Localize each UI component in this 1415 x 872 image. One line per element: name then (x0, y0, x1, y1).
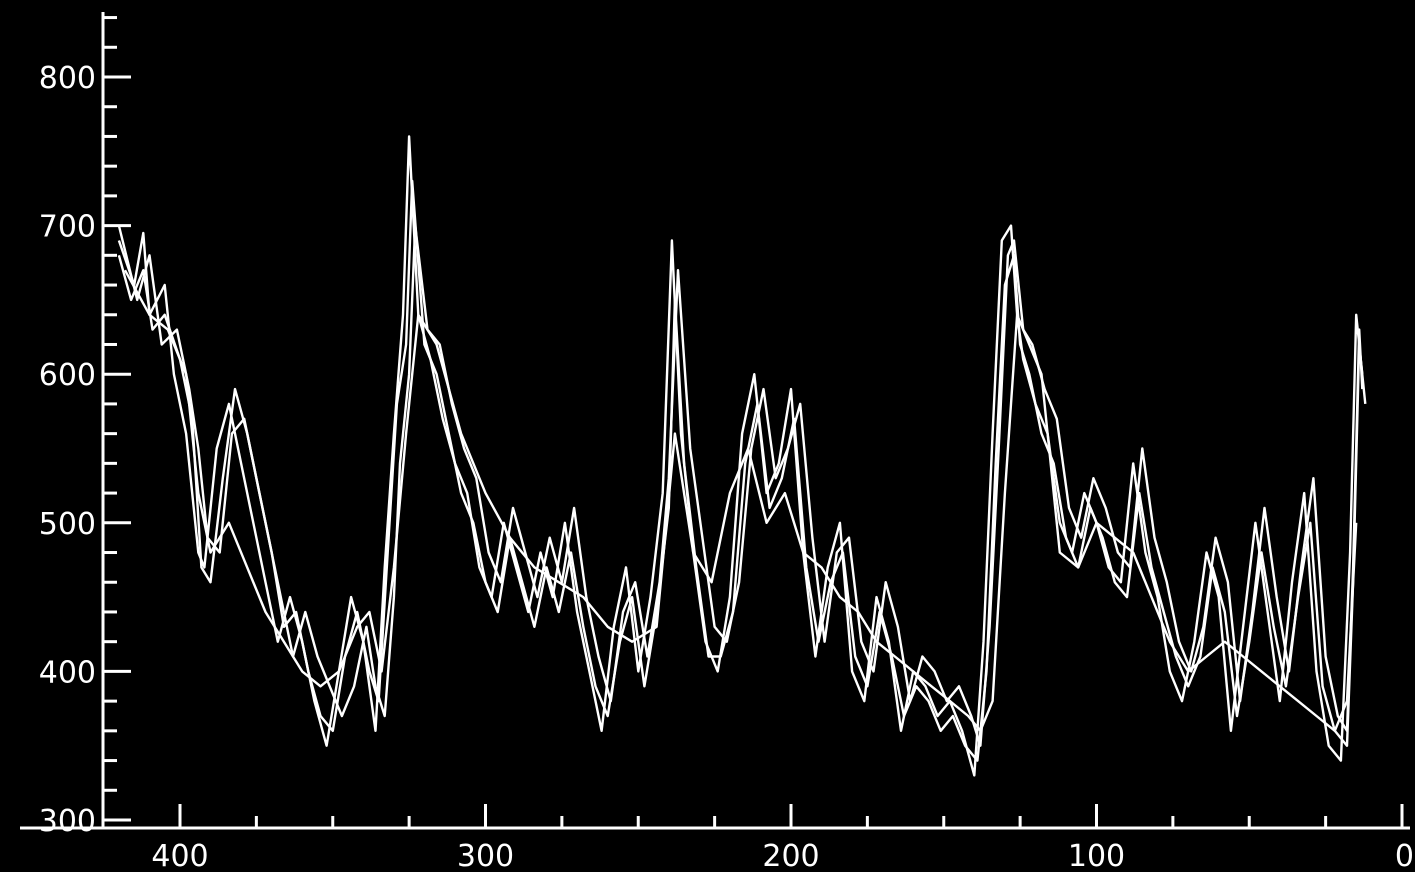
y-ticks: 300 400 500 600 700 800 (39, 16, 131, 839)
x-ticks: 400 300 200 100 0 (151, 804, 1414, 872)
x-tick-label: 200 (762, 839, 819, 872)
series-line-1 (117, 135, 1364, 777)
series-line-4 (123, 269, 1358, 732)
x-tick-label: 0 (1395, 839, 1414, 872)
y-tick-label: 500 (39, 507, 96, 542)
x-tick-label: 400 (151, 839, 208, 872)
y-tick-label: 400 (39, 655, 96, 690)
y-tick-label: 700 (39, 210, 96, 245)
y-tick-label: 600 (39, 358, 96, 393)
x-tick-label: 300 (457, 839, 514, 872)
y-tick-label: 800 (39, 61, 96, 96)
series-group (117, 135, 1367, 777)
y-tick-label: 300 (39, 804, 96, 839)
series-line-3 (117, 224, 1364, 747)
x-tick-label: 100 (1068, 839, 1125, 872)
series-line-2 (117, 179, 1367, 762)
